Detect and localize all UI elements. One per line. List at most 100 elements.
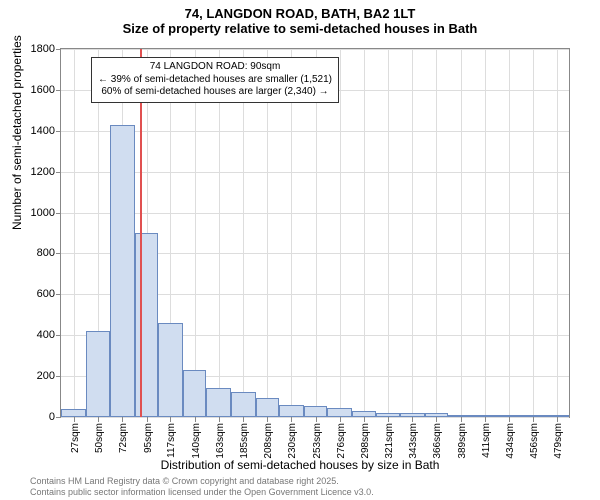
x-tick-mark [219,417,220,422]
reference-line [140,49,142,417]
x-tick-label: 411sqm [481,423,492,458]
histogram-bar [231,392,256,417]
histogram-bar [545,415,569,417]
x-tick-mark [436,417,437,422]
histogram-bar [206,388,231,417]
grid-line-v [340,49,341,417]
grid-line-v [436,49,437,417]
callout-box: 74 LANGDON ROAD: 90sqm← 39% of semi-deta… [91,57,339,103]
grid-line-v [533,49,534,417]
x-tick-label: 434sqm [505,423,516,459]
histogram-bar [521,415,546,417]
x-tick-mark [485,417,486,422]
x-tick-label: 117sqm [166,423,177,458]
x-tick-label: 163sqm [215,423,226,459]
grid-line-v [388,49,389,417]
plot-area: 02004006008001000120014001600180027sqm50… [60,48,570,418]
x-tick-mark [364,417,365,422]
y-tick-label: 1000 [31,207,55,219]
footer-attribution: Contains HM Land Registry data © Crown c… [30,476,590,498]
histogram-bar [497,415,521,417]
y-tick-label: 1800 [31,43,55,55]
histogram-bar [448,415,473,417]
histogram-bar [327,408,352,417]
y-axis-title: Number of semi-detached properties [10,35,24,230]
x-tick-label: 276sqm [336,423,347,459]
grid-line-v [485,49,486,417]
x-tick-mark [170,417,171,422]
x-tick-label: 140sqm [191,423,202,459]
x-tick-label: 95sqm [143,423,154,453]
histogram-bar [279,405,304,417]
x-tick-label: 185sqm [239,423,250,459]
grid-line-v [461,49,462,417]
grid-line-v [291,49,292,417]
x-tick-mark [122,417,123,422]
x-tick-label: 343sqm [408,423,419,459]
x-tick-label: 456sqm [529,423,540,459]
x-tick-mark [98,417,99,422]
y-tick-label: 1200 [31,166,55,178]
x-tick-mark [195,417,196,422]
chart-title-block: 74, LANGDON ROAD, BATH, BA2 1LT Size of … [0,0,600,36]
y-tick-mark [56,172,61,173]
title-line1: 74, LANGDON ROAD, BATH, BA2 1LT [0,6,600,21]
x-tick-mark [267,417,268,422]
grid-line-v [557,49,558,417]
callout-line1: 74 LANGDON ROAD: 90sqm [98,61,332,74]
y-tick-label: 0 [49,411,55,423]
y-tick-mark [56,376,61,377]
x-tick-mark [533,417,534,422]
x-tick-mark [291,417,292,422]
x-tick-mark [412,417,413,422]
x-tick-label: 230sqm [287,423,298,459]
y-tick-label: 1400 [31,125,55,137]
x-tick-label: 253sqm [312,423,323,459]
histogram-bar [183,370,207,417]
x-tick-label: 27sqm [70,423,81,453]
grid-line-v [412,49,413,417]
histogram-bar [135,233,159,417]
grid-line-v [195,49,196,417]
y-tick-label: 1600 [31,84,55,96]
y-tick-mark [56,253,61,254]
callout-line2: ← 39% of semi-detached houses are smalle… [98,74,332,87]
histogram-bar [400,413,425,417]
x-tick-mark [316,417,317,422]
x-tick-label: 208sqm [263,423,274,459]
x-tick-mark [388,417,389,422]
x-tick-mark [461,417,462,422]
y-tick-label: 800 [37,247,55,259]
x-tick-mark [509,417,510,422]
x-tick-label: 72sqm [118,423,129,453]
histogram-bar [86,331,111,417]
histogram-bar [473,415,498,417]
histogram-bar [425,413,449,417]
y-tick-label: 400 [37,329,55,341]
x-tick-label: 479sqm [553,423,564,459]
x-tick-mark [147,417,148,422]
histogram-bar [352,411,377,417]
histogram-bar [110,125,135,417]
grid-line-v [509,49,510,417]
x-tick-label: 389sqm [457,423,468,459]
chart-area: 02004006008001000120014001600180027sqm50… [60,48,570,418]
x-axis-title: Distribution of semi-detached houses by … [0,458,600,472]
y-tick-mark [56,294,61,295]
grid-line-v [74,49,75,417]
grid-line-v [364,49,365,417]
grid-line-v [219,49,220,417]
histogram-bar [256,398,280,417]
grid-line-v [316,49,317,417]
x-tick-label: 50sqm [94,423,105,453]
x-tick-label: 321sqm [384,423,395,459]
callout-line3: 60% of semi-detached houses are larger (… [98,86,332,99]
x-tick-mark [557,417,558,422]
y-tick-mark [56,213,61,214]
histogram-bar [61,409,86,417]
y-tick-mark [56,90,61,91]
y-tick-mark [56,49,61,50]
grid-line-v [243,49,244,417]
x-tick-label: 298sqm [360,423,371,459]
x-tick-label: 366sqm [432,423,443,459]
